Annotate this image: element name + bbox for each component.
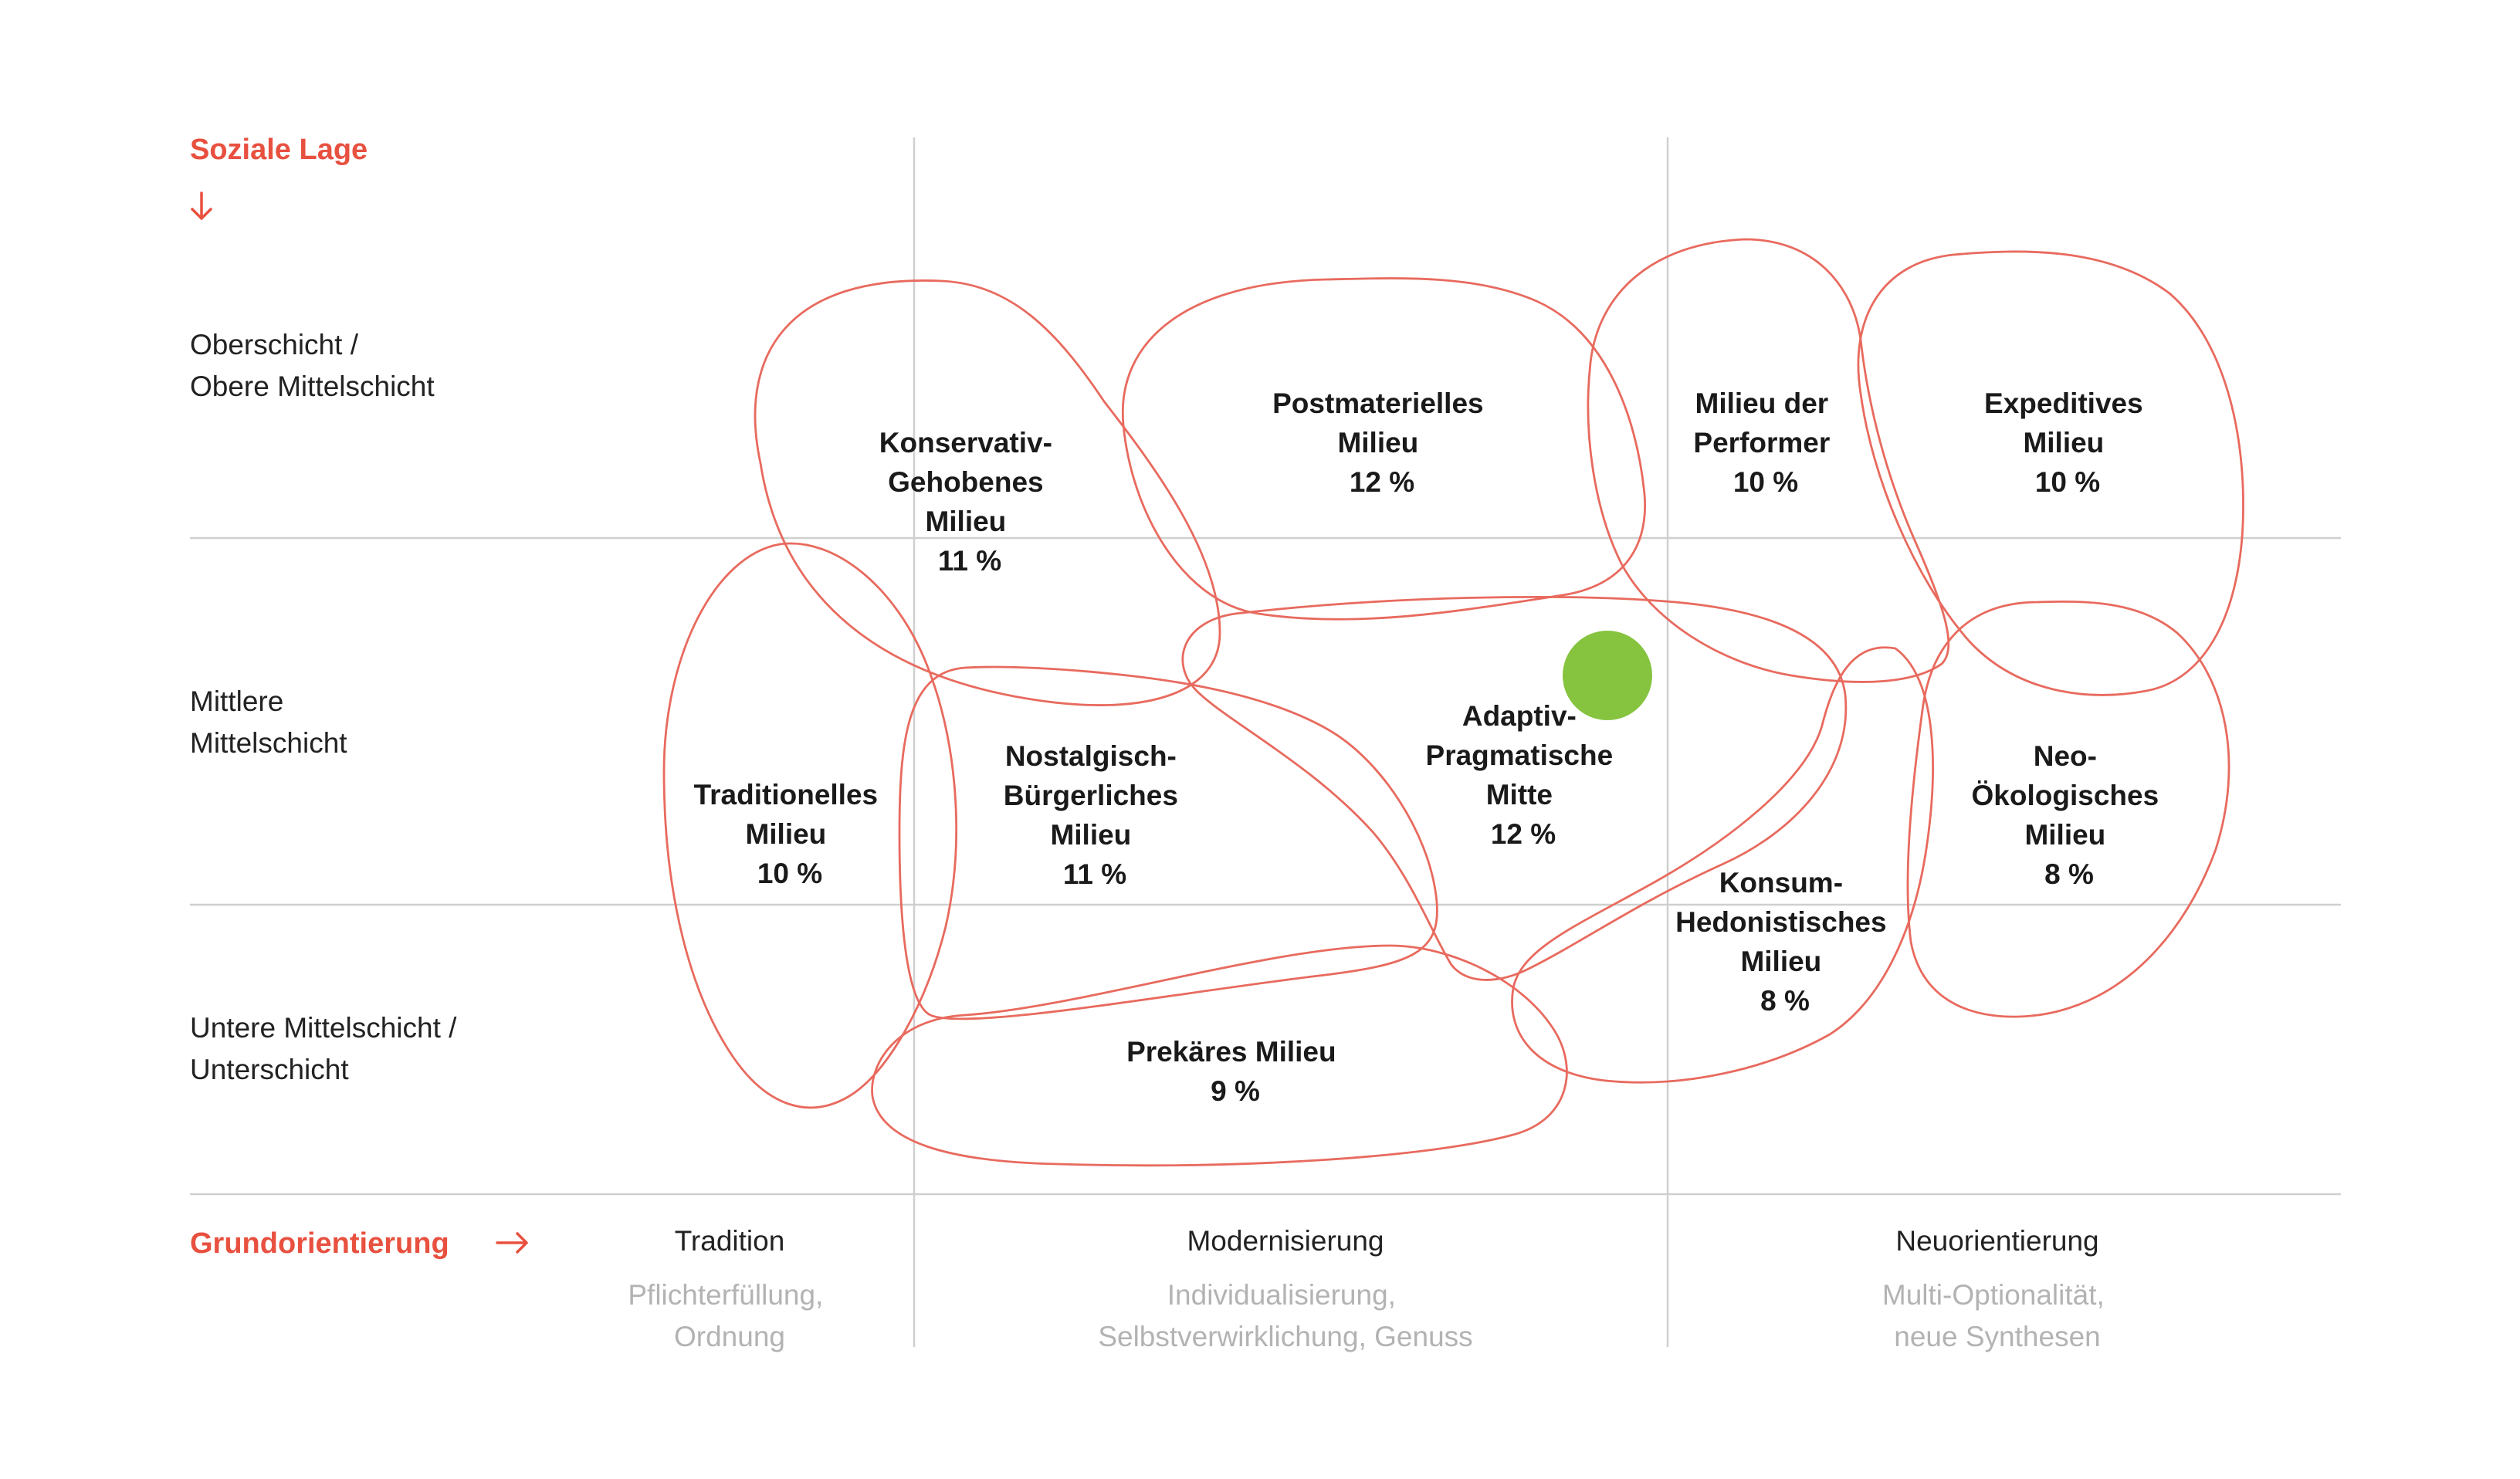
milieu-share: 8 % xyxy=(2044,858,2094,890)
milieu-share: 12 % xyxy=(1350,466,1414,498)
milieu-name-line: Milieu xyxy=(745,818,826,850)
milieu-share: 8 % xyxy=(1760,985,1810,1017)
row-label-lower-line-1: Untere Mittelschicht / xyxy=(190,1012,457,1044)
column-tradition: Tradition Pflichterfüllung, Ordnung xyxy=(628,1225,831,1352)
milieu-name-line: Neo- xyxy=(2034,740,2097,772)
row-label-middle-line-2: Mittelschicht xyxy=(190,727,347,759)
column-neuorientierung: Neuorientierung Multi-Optionalität, neue… xyxy=(1882,1225,2112,1352)
outline-postmaterielles xyxy=(1121,277,1646,621)
milieu-name-line: Gehobenes xyxy=(888,466,1044,498)
milieu-name-line: Hedonistisches xyxy=(1675,906,1886,938)
milieu-label-adaptiv-pragmatische: Adaptiv- Pragmatische Mitte 12 % xyxy=(1426,700,1621,850)
milieu-name-line: Konsum- xyxy=(1719,867,1843,899)
arrow-down-icon xyxy=(191,191,212,220)
row-label-upper: Oberschicht / Obere Mittelschicht xyxy=(190,329,435,402)
column-modernisierung: Modernisierung Individualisierung, Selbs… xyxy=(1098,1225,1472,1352)
milieu-label-traditionelles: Traditionelles Milieu 10 % xyxy=(694,779,886,889)
milieu-label-konservativ-gehobenes: Konservativ- Gehobenes Milieu 11 % xyxy=(879,427,1060,577)
column-subtitle-line-2: Ordnung xyxy=(674,1321,785,1352)
column-subtitle: Pflichterfüllung, Ordnung xyxy=(628,1279,831,1352)
row-label-upper-line-1: Oberschicht / xyxy=(190,329,359,360)
position-marker xyxy=(1563,631,1652,720)
milieu-name-line: Milieu xyxy=(1740,946,1821,977)
row-label-middle: Mittlere Mittelschicht xyxy=(190,685,347,759)
column-title: Modernisierung xyxy=(1187,1225,1384,1257)
milieu-name-line: Ökologisches xyxy=(1972,780,2159,811)
outline-prekaeres xyxy=(871,944,1568,1167)
milieu-name-line: Konservativ- xyxy=(879,427,1052,459)
milieu-name-line: Milieu xyxy=(1050,819,1131,851)
row-label-lower: Untere Mittelschicht / Unterschicht xyxy=(190,1012,465,1085)
outline-nostalgisch-buergerliches xyxy=(898,665,1438,1020)
row-label-middle-line-1: Mittlere xyxy=(190,685,283,717)
milieu-name-line: Mitte xyxy=(1486,779,1553,811)
outline-performer xyxy=(1587,238,1950,683)
milieu-label-expeditives: Expeditives Milieu 10 % xyxy=(1984,388,2151,498)
milieu-name-line: Expeditives xyxy=(1984,388,2143,419)
milieu-label-prekaeres: Prekäres Milieu 9 % xyxy=(1126,1036,1344,1107)
column-subtitle-line-2: neue Synthesen xyxy=(1894,1321,2100,1352)
milieu-share: 11 % xyxy=(1063,858,1126,890)
arrow-right-icon xyxy=(496,1232,528,1254)
milieu-name-line: Prekäres Milieu xyxy=(1126,1036,1336,1068)
milieu-share: 10 % xyxy=(1733,466,1798,498)
milieu-share: 9 % xyxy=(1211,1075,1260,1107)
milieu-name-line: Milieu xyxy=(2024,819,2105,851)
milieu-label-performer: Milieu der Performer 10 % xyxy=(1693,388,1838,498)
milieu-name-line: Bürgerliches xyxy=(1004,780,1178,811)
vertical-axis-title: Soziale Lage xyxy=(190,134,368,166)
milieu-label-neo-oekologisches: Neo- Ökologisches Milieu 8 % xyxy=(1972,740,2167,890)
row-label-upper-line-2: Obere Mittelschicht xyxy=(190,371,435,402)
milieu-share: 11 % xyxy=(938,545,1001,577)
outline-konservativ-gehobenes xyxy=(754,279,1221,706)
column-subtitle-line-1: Multi-Optionalität, xyxy=(1882,1279,2105,1311)
column-subtitle-line-2: Selbstverwirklichung, Genuss xyxy=(1098,1321,1472,1352)
milieu-name-line: Adaptiv- xyxy=(1462,700,1577,732)
milieu-name-line: Performer xyxy=(1693,427,1830,459)
milieu-name-line: Postmaterielles xyxy=(1272,388,1484,419)
milieu-outlines xyxy=(662,238,2244,1167)
milieu-name-line: Milieu xyxy=(2023,427,2104,459)
outline-konsum-hedonistisches xyxy=(1511,646,1934,1084)
outline-neo-oekologisches xyxy=(1906,600,2230,1018)
milieu-share: 10 % xyxy=(757,858,822,889)
milieu-share: 10 % xyxy=(2035,466,2100,498)
milieu-name-line: Traditionelles xyxy=(694,779,879,811)
milieu-name-line: Milieu der xyxy=(1695,388,1829,419)
outline-traditionelles xyxy=(662,542,958,1109)
column-subtitle-line-1: Pflichterfüllung, xyxy=(628,1279,823,1311)
milieu-name-line: Milieu xyxy=(925,506,1006,537)
column-title: Neuorientierung xyxy=(1895,1225,2098,1257)
milieu-label-nostalgisch-buergerliches: Nostalgisch- Bürgerliches Milieu 11 % xyxy=(1004,740,1186,890)
column-title: Tradition xyxy=(675,1225,785,1257)
milieu-name-line: Pragmatische xyxy=(1426,740,1614,771)
column-subtitle: Individualisierung, Selbstverwirklichung… xyxy=(1098,1279,1472,1352)
column-subtitle: Multi-Optionalität, neue Synthesen xyxy=(1882,1279,2112,1352)
milieu-share: 12 % xyxy=(1491,818,1556,850)
milieu-label-konsum-hedonistisches: Konsum- Hedonistisches Milieu 8 % xyxy=(1675,867,1895,1017)
row-label-lower-line-2: Unterschicht xyxy=(190,1054,349,1085)
column-subtitle-line-1: Individualisierung, xyxy=(1167,1279,1396,1311)
outline-adaptiv-pragmatische xyxy=(1181,596,1848,981)
milieu-label-postmaterielles: Postmaterielles Milieu 12 % xyxy=(1272,388,1492,498)
milieu-name-line: Milieu xyxy=(1337,427,1418,459)
milieu-name-line: Nostalgisch- xyxy=(1005,740,1177,772)
outline-expeditives xyxy=(1857,250,2244,696)
horizontal-axis-title: Grundorientierung xyxy=(190,1227,449,1260)
